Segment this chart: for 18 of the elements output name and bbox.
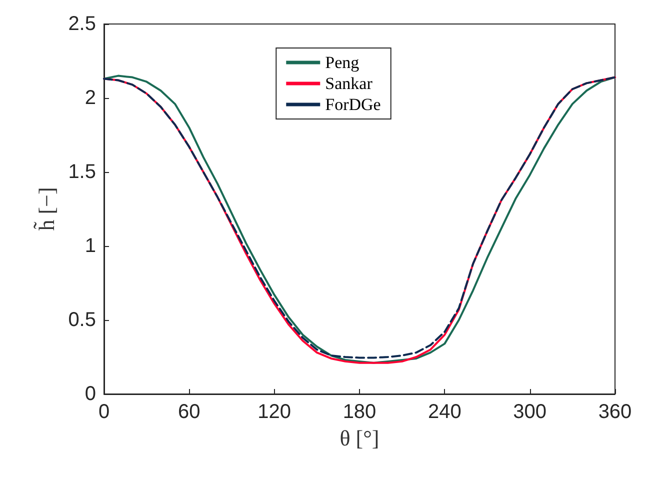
x-tick-label: 0 bbox=[98, 401, 110, 423]
y-tick-label: 1 bbox=[84, 235, 96, 257]
y-axis-title: h̃ [−] bbox=[34, 187, 59, 231]
x-tick-label: 240 bbox=[428, 401, 462, 423]
y-tick-label: 1.5 bbox=[68, 161, 96, 183]
x-tick-label: 300 bbox=[513, 401, 547, 423]
x-tick-label: 360 bbox=[598, 401, 632, 423]
y-tick-label: 2.5 bbox=[68, 13, 96, 35]
y-tick-label: 0.5 bbox=[68, 309, 96, 331]
y-tick-label: 2 bbox=[84, 87, 96, 109]
legend-label: Sankar bbox=[325, 74, 373, 93]
legend-label: ForDGe bbox=[325, 95, 381, 114]
x-tick-label: 120 bbox=[258, 401, 292, 423]
legend-label: Peng bbox=[325, 53, 360, 72]
x-tick-label: 60 bbox=[178, 401, 200, 423]
x-tick-label: 180 bbox=[342, 401, 376, 423]
x-axis-title: θ [°] bbox=[340, 425, 380, 450]
y-tick-label: 0 bbox=[84, 383, 96, 405]
